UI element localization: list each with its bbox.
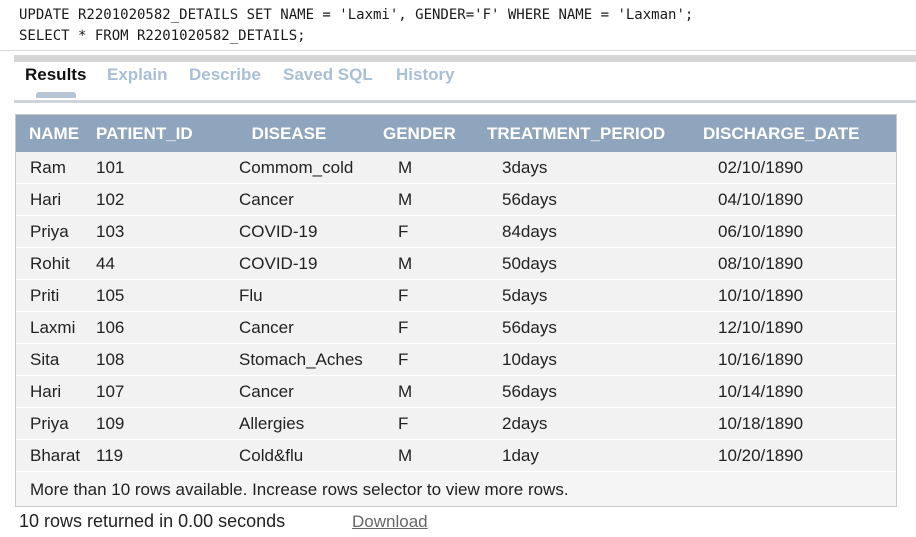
cell-disease: Cold&flu [225,439,383,472]
sql-editor[interactable]: UPDATE R2201020582_DETAILS SET NAME = 'L… [0,0,916,51]
results-table: NAME PATIENT_ID DISEASE GENDER TREATMENT… [16,115,896,472]
table-row: Laxmi 106 Cancer F 56days 12/10/1890 [16,311,896,344]
download-link[interactable]: Download [352,512,428,531]
cell-treatment-period: 56days [487,375,703,408]
cell-patient-id: 101 [96,152,225,184]
table-row: Bharat 119 Cold&flu M 1day 10/20/1890 [16,439,896,472]
active-tab-indicator [36,92,76,98]
cell-name: Ram [16,152,96,184]
table-row: Priya 109 Allergies F 2days 10/18/1890 [16,407,896,440]
cell-discharge-date: 04/10/1890 [703,183,896,216]
cell-disease: Stomach_Aches [225,343,383,376]
cell-gender: M [383,439,487,472]
table-row: Ram 101 Commom_cold M 3days 02/10/1890 [16,152,896,184]
sql-line-1[interactable]: UPDATE R2201020582_DETAILS SET NAME = 'L… [19,7,694,23]
tab-saved-sql[interactable]: Saved SQL [283,65,373,84]
table-row: Sita 108 Stomach_Aches F 10days 10/16/1890 [16,343,896,376]
rows-returned-status: 10 rows returned in 0.00 seconds [19,511,286,531]
cell-disease: COVID-19 [225,215,383,248]
cell-discharge-date: 10/20/1890 [703,439,896,472]
cell-disease: COVID-19 [225,247,383,280]
tab-explain[interactable]: Explain [107,65,168,84]
cell-gender: F [383,407,487,440]
cell-name: Priti [16,279,96,312]
cell-discharge-date: 06/10/1890 [703,215,896,248]
cell-treatment-period: 3days [487,152,703,184]
cell-patient-id: 119 [96,439,225,472]
cell-name: Laxmi [16,311,96,344]
cell-treatment-period: 84days [487,215,703,248]
cell-treatment-period: 10days [487,343,703,376]
table-row: Rohit 44 COVID-19 M 50days 08/10/1890 [16,247,896,280]
sql-line-2[interactable]: SELECT * FROM R2201020582_DETAILS; [19,28,306,44]
cell-patient-id: 106 [96,311,225,344]
cell-gender: F [383,215,487,248]
cell-patient-id: 102 [96,183,225,216]
tab-history[interactable]: History [396,65,455,84]
cell-disease: Cancer [225,375,383,408]
cell-name: Hari [16,375,96,408]
cell-treatment-period: 56days [487,183,703,216]
cell-patient-id: 44 [96,247,225,280]
cell-patient-id: 103 [96,215,225,248]
cell-discharge-date: 10/16/1890 [703,343,896,376]
cell-gender: F [383,343,487,376]
column-header-name[interactable]: NAME [16,115,96,152]
column-header-gender[interactable]: GENDER [383,115,487,152]
cell-patient-id: 109 [96,407,225,440]
cell-treatment-period: 50days [487,247,703,280]
more-rows-message: More than 10 rows available. Increase ro… [30,480,569,499]
cell-name: Hari [16,183,96,216]
cell-discharge-date: 10/14/1890 [703,375,896,408]
cell-patient-id: 108 [96,343,225,376]
cell-discharge-date: 02/10/1890 [703,152,896,184]
table-header-row: NAME PATIENT_ID DISEASE GENDER TREATMENT… [16,115,896,152]
cell-patient-id: 105 [96,279,225,312]
cell-name: Rohit [16,247,96,280]
table-row: Hari 102 Cancer M 56days 04/10/1890 [16,183,896,216]
cell-gender: M [383,375,487,408]
cell-disease: Flu [225,279,383,312]
tab-results[interactable]: Results [25,65,87,84]
cell-disease: Cancer [225,183,383,216]
table-row: Priti 105 Flu F 5days 10/10/1890 [16,279,896,312]
cell-treatment-period: 56days [487,311,703,344]
results-table-container: NAME PATIENT_ID DISEASE GENDER TREATMENT… [15,114,897,507]
cell-discharge-date: 10/18/1890 [703,407,896,440]
cell-discharge-date: 10/10/1890 [703,279,896,312]
result-tabs: Results Explain Describe Saved SQL Histo… [14,62,916,103]
table-row: Hari 107 Cancer M 56days 10/14/1890 [16,375,896,408]
cell-name: Sita [16,343,96,376]
column-header-treatment-period[interactable]: TREATMENT_PERIOD [487,115,703,152]
cell-name: Bharat [16,439,96,472]
cell-name: Priya [16,407,96,440]
cell-disease: Allergies [225,407,383,440]
cell-patient-id: 107 [96,375,225,408]
table-body: Ram 101 Commom_cold M 3days 02/10/1890 Hari 102… [16,152,896,472]
cell-gender: F [383,279,487,312]
cell-gender: M [383,152,487,184]
cell-name: Priya [16,215,96,248]
cell-disease: Commom_cold [225,152,383,184]
column-header-discharge-date[interactable]: DISCHARGE_DATE [703,115,896,152]
column-header-disease[interactable]: DISEASE [225,115,383,152]
cell-gender: M [383,247,487,280]
column-header-patient-id[interactable]: PATIENT_ID [96,115,225,152]
cell-discharge-date: 08/10/1890 [703,247,896,280]
cell-treatment-period: 5days [487,279,703,312]
cell-treatment-period: 2days [487,407,703,440]
cell-gender: F [383,311,487,344]
cell-gender: M [383,183,487,216]
table-row: Priya 103 COVID-19 F 84days 06/10/1890 [16,215,896,248]
cell-disease: Cancer [225,311,383,344]
cell-treatment-period: 1day [487,439,703,472]
pane-splitter[interactable] [14,55,916,62]
cell-discharge-date: 12/10/1890 [703,311,896,344]
tab-describe[interactable]: Describe [189,65,261,84]
